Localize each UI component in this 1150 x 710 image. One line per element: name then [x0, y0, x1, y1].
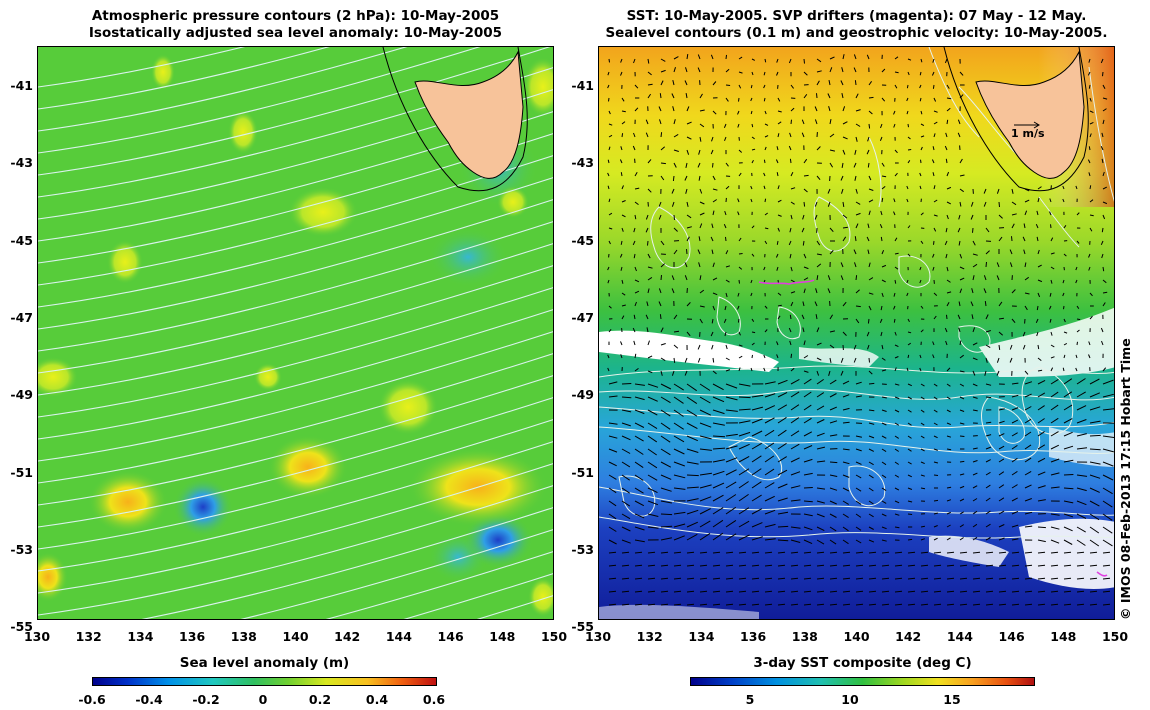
left-colorbar-title: Sea level anomaly (m) — [179, 655, 350, 671]
x-tick-label: 132 — [75, 629, 102, 644]
y-tick-label: -43 — [10, 155, 33, 171]
imos-credit: © IMOS 08-Feb-2013 17:15 Hobart Time — [1118, 338, 1133, 620]
x-tick-label: 148 — [489, 629, 516, 644]
x-tick-label: 134 — [688, 629, 715, 644]
colorbar-tick-label: 0.6 — [422, 692, 446, 707]
x-tick-label: 130 — [584, 629, 612, 644]
left-title-line2: Isostatically adjusted sea level anomaly… — [88, 25, 503, 41]
y-tick-label: -55 — [571, 619, 594, 635]
svp-drifter-track — [1096, 571, 1108, 577]
x-tick-label: 146 — [437, 629, 464, 644]
x-tick-label: 146 — [998, 629, 1025, 644]
x-tick-label: 150 — [1101, 629, 1129, 644]
y-tick-label: -55 — [10, 619, 33, 635]
sea-level-anomaly-map — [37, 46, 554, 620]
x-tick-label: 136 — [740, 629, 767, 644]
tasmania-land — [414, 50, 524, 179]
svp-drifter-track — [758, 279, 815, 285]
y-tick-label: -53 — [571, 541, 594, 557]
y-tick-label: -49 — [10, 387, 33, 403]
x-tick-label: 132 — [636, 629, 663, 644]
y-tick-label: -41 — [10, 78, 33, 93]
y-tick-label: -45 — [571, 232, 594, 248]
y-tick-label: -51 — [10, 464, 33, 480]
sst-colorbar — [690, 677, 1035, 686]
x-tick-label: 140 — [282, 629, 309, 644]
y-tick-label: -53 — [10, 541, 33, 557]
y-tick-label: -43 — [571, 155, 594, 171]
left-title-line1: Atmospheric pressure contours (2 hPa): 1… — [91, 8, 500, 24]
geostrophic-velocity-vectors — [607, 54, 1114, 606]
sla-colorbar — [92, 677, 437, 686]
colorbar-tick-label: -0.6 — [78, 692, 106, 707]
shelf-contour — [382, 47, 528, 192]
colorbar-tick-label: 15 — [943, 692, 961, 707]
right-colorbar-title: 3-day SST composite (deg C) — [753, 655, 972, 671]
y-tick-label: -47 — [571, 309, 594, 325]
x-tick-label: 138 — [230, 629, 257, 644]
colorbar-tick-label: 0.4 — [365, 692, 389, 707]
x-tick-label: 130 — [23, 629, 51, 644]
colorbar-tick-label: 5 — [745, 692, 755, 707]
y-tick-label: -41 — [571, 78, 594, 93]
x-tick-label: 142 — [895, 629, 922, 644]
right-title-line2: Sealevel contours (0.1 m) and geostrophi… — [605, 25, 1108, 41]
x-tick-label: 148 — [1050, 629, 1077, 644]
colorbar-tick-label: -0.4 — [135, 692, 163, 707]
x-tick-label: 144 — [385, 629, 412, 644]
x-tick-label: 136 — [179, 629, 206, 644]
colorbar-tick-label: 0.2 — [308, 692, 332, 707]
x-tick-label: 150 — [540, 629, 568, 644]
y-tick-label: -45 — [10, 232, 33, 248]
x-tick-label: 142 — [334, 629, 361, 644]
colorbar-tick-label: 0 — [258, 692, 268, 707]
right-title-line1: SST: 10-May-2005. SVP drifters (magenta)… — [626, 8, 1087, 24]
y-tick-label: -47 — [10, 309, 33, 325]
x-tick-label: 144 — [946, 629, 973, 644]
colorbar-tick-label: -0.2 — [192, 692, 220, 707]
x-tick-label: 138 — [791, 629, 818, 644]
y-tick-label: -49 — [571, 387, 594, 403]
colorbar-tick-label: 10 — [841, 692, 859, 707]
velocity-scale-label: 1 m/s — [1011, 127, 1045, 140]
shelf-contour — [943, 47, 1089, 192]
x-tick-label: 134 — [127, 629, 154, 644]
tasmania-land — [975, 50, 1085, 179]
x-tick-label: 140 — [843, 629, 870, 644]
sst-map: 1 m/s — [598, 46, 1115, 620]
y-tick-label: -51 — [571, 464, 594, 480]
